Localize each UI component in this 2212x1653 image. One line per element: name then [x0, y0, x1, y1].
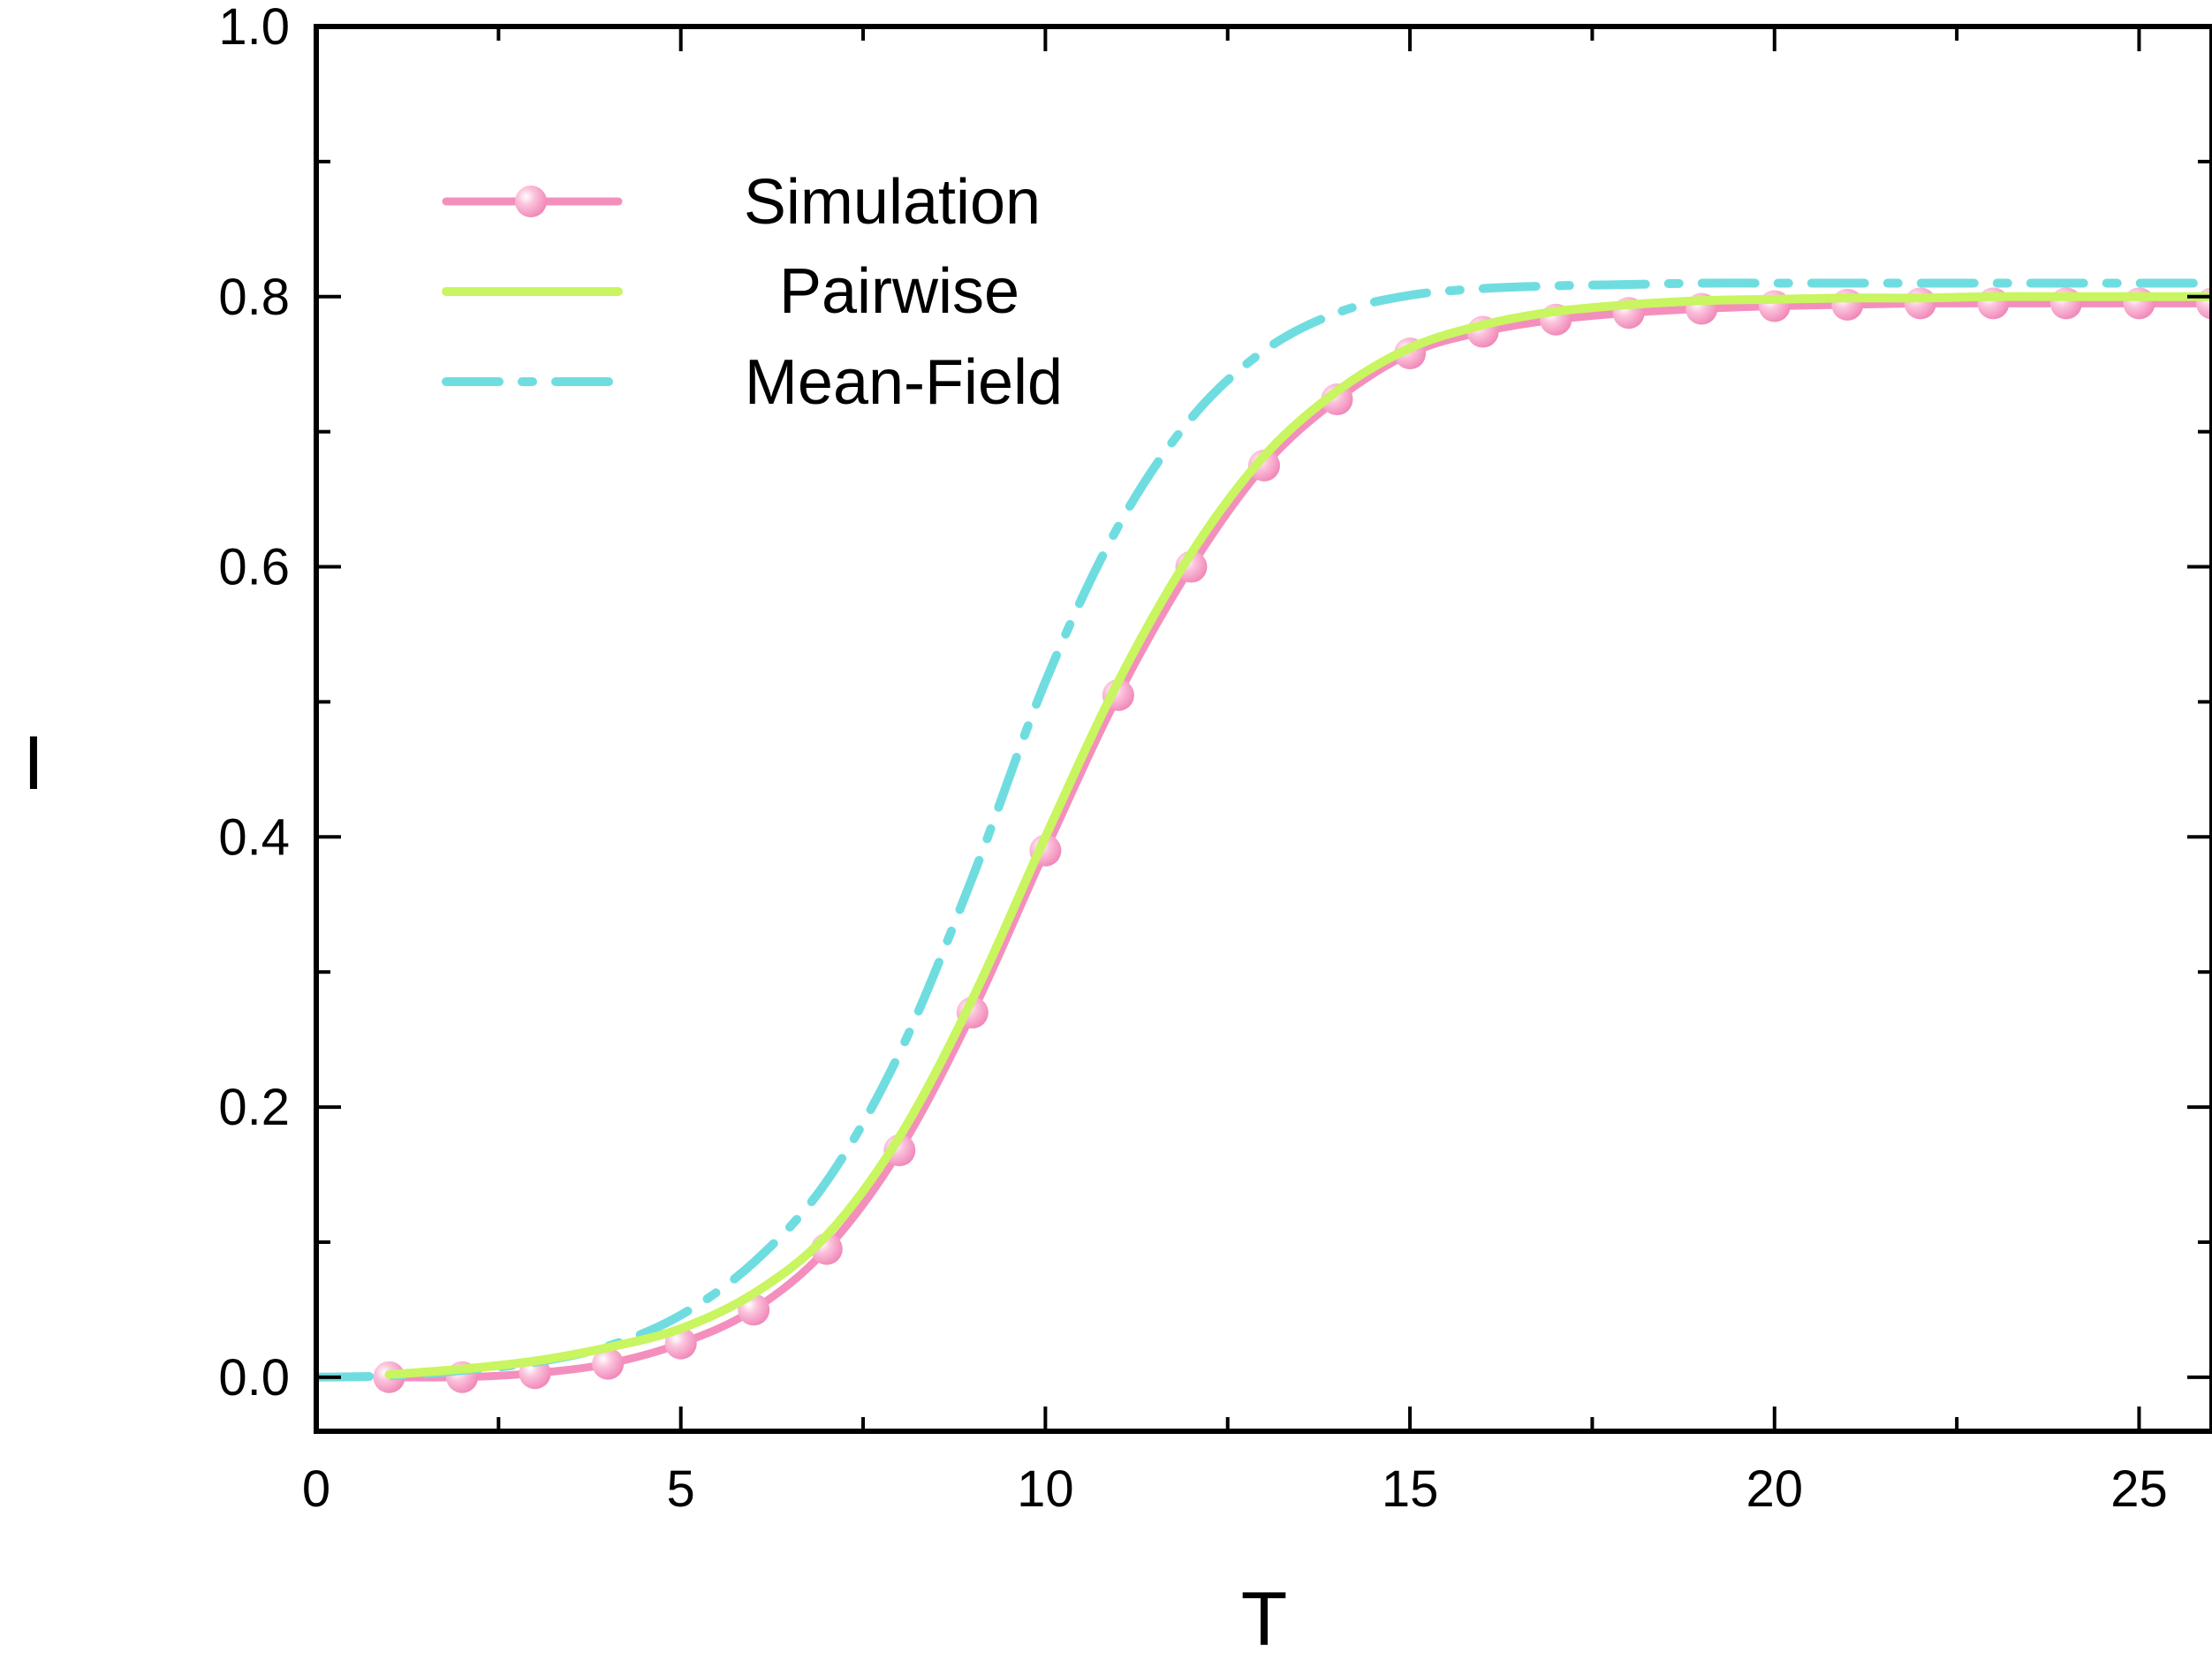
- data-point-simulation: [1321, 383, 1353, 415]
- y-axis-title: I: [23, 721, 44, 806]
- y-tick-label: 0.6: [218, 539, 290, 596]
- series-line-simulation: [385, 299, 2212, 1382]
- y-tick-label: 0.8: [218, 269, 290, 326]
- legend-label-pairwise: Pairwise: [779, 256, 1019, 327]
- y-tick-label: 0.4: [218, 808, 290, 866]
- x-tick-label: 25: [2110, 1460, 2168, 1518]
- legend-label-mean-field: Mean-Field: [745, 347, 1063, 418]
- legend-label-simulation: Simulation: [744, 167, 1041, 238]
- plot-frame: [314, 24, 2212, 1434]
- series-line-pairwise: [384, 292, 2212, 1379]
- legend: Simulation Pairwise Mean-Field: [442, 167, 1063, 418]
- legend-marker-simulation: [515, 186, 547, 217]
- x-tick-label: 15: [1382, 1460, 1439, 1518]
- ticks-layer: 0 5 10 15 20 25 0.0 0.2 0.4 0.6 0.8 1.0: [218, 0, 2212, 1518]
- data-point-simulation: [1904, 287, 1936, 320]
- x-axis-title: T: [1241, 1577, 1288, 1653]
- y-tick-label: 0.0: [218, 1349, 290, 1407]
- x-tick-label: 20: [1746, 1460, 1804, 1518]
- x-tick-label: 10: [1017, 1460, 1074, 1518]
- data-point-simulation: [1248, 449, 1280, 481]
- x-tick-label: 5: [667, 1460, 695, 1518]
- data-point-simulation: [592, 1347, 625, 1380]
- x-tick-label: 0: [302, 1460, 330, 1518]
- legend-entry-pairwise: Pairwise: [442, 256, 1019, 327]
- legend-entry-mean-field: Mean-Field: [442, 347, 1063, 418]
- series-line-mean-field: [316, 278, 2212, 1382]
- series-layer: [316, 278, 2212, 1393]
- legend-entry-simulation: Simulation: [442, 167, 1041, 238]
- y-tick-label: 0.2: [218, 1079, 290, 1136]
- y-tick-label: 1.0: [218, 0, 290, 56]
